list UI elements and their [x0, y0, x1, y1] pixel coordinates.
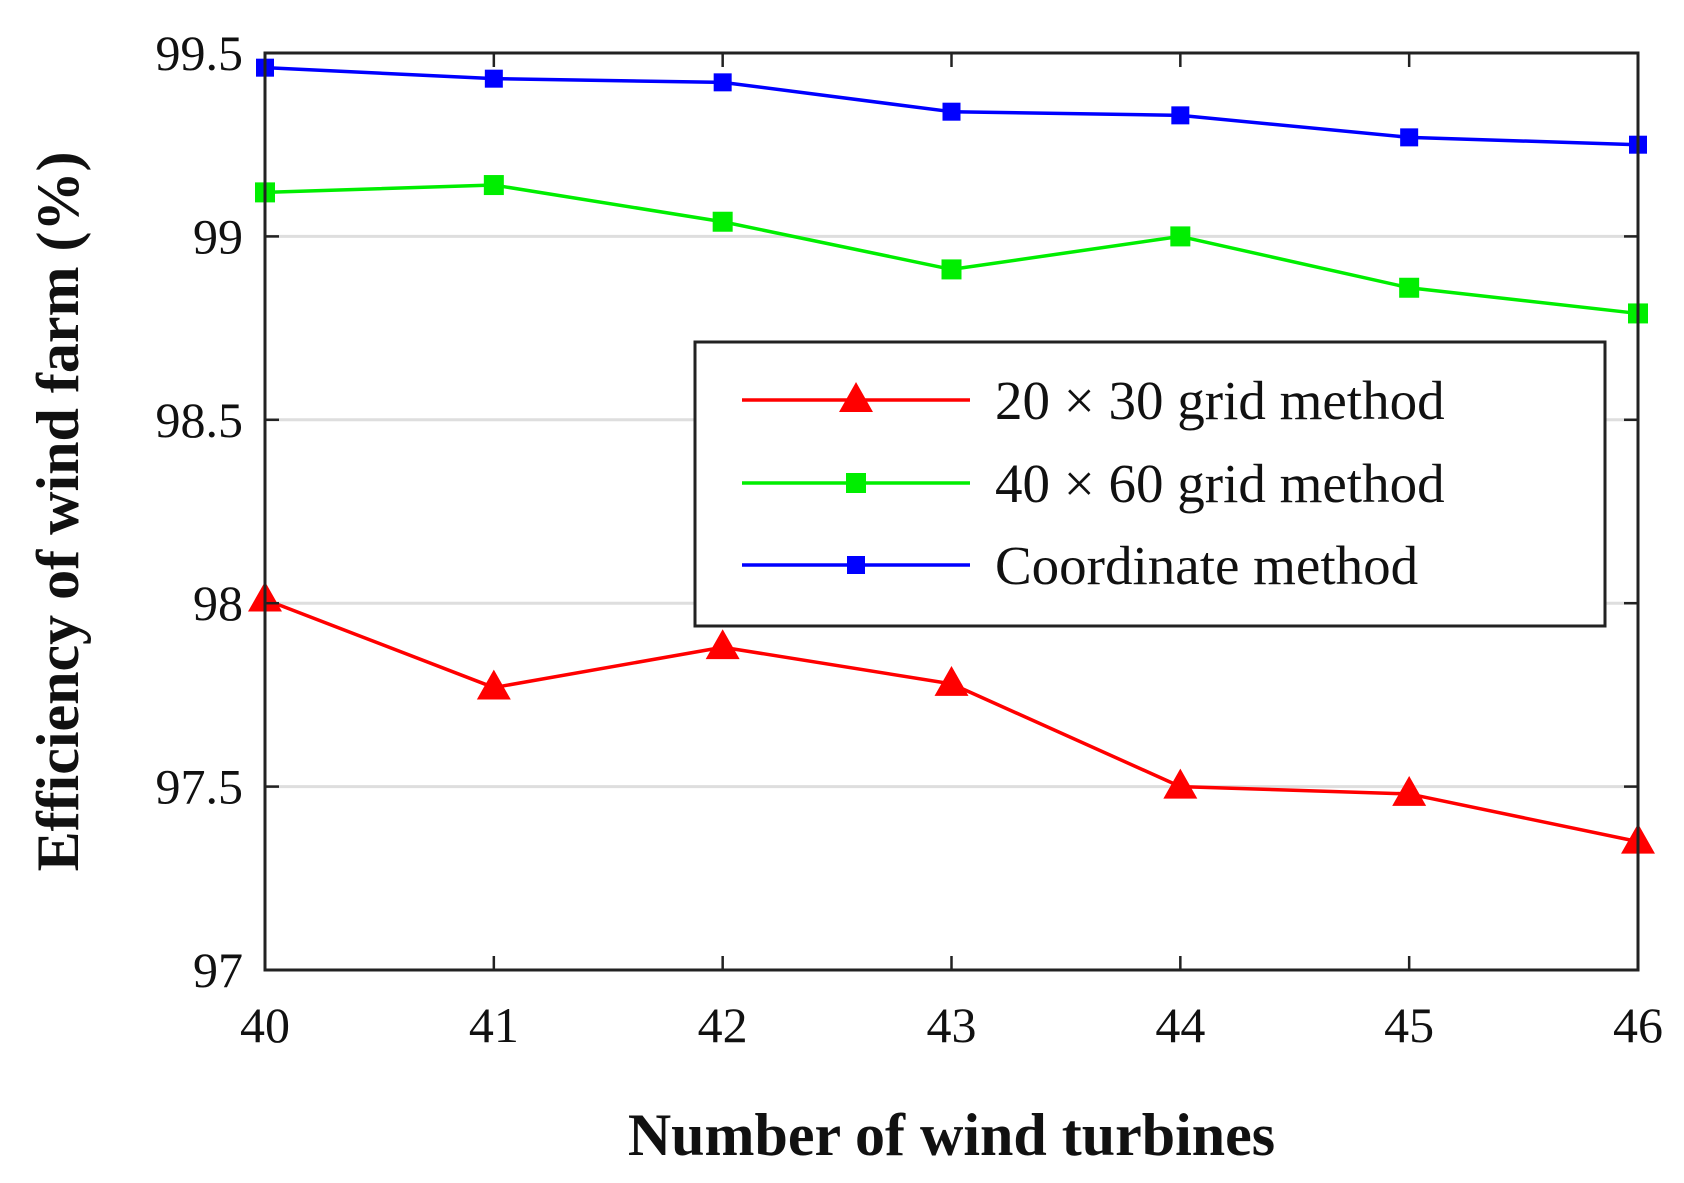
series-layer: [248, 58, 1655, 854]
legend-entry: 20 × 30 grid method: [742, 370, 1445, 431]
data-point: [476, 669, 511, 700]
y-tick-label: 99.5: [156, 25, 244, 81]
data-point: [934, 665, 969, 696]
legend: 20 × 30 grid method 40 × 60 grid method Co…: [693, 340, 1607, 628]
x-axis-title: Number of wind turbines: [628, 1102, 1275, 1168]
legend-marker: [847, 556, 865, 574]
data-point: [1170, 226, 1191, 247]
legend-entry: Coordinate method: [742, 535, 1418, 596]
data-point: [1163, 768, 1198, 799]
legend-label: 40 × 60 grid method: [995, 453, 1445, 514]
data-point: [712, 211, 733, 232]
x-tick-label: 41: [469, 997, 519, 1053]
y-tick-label: 97.5: [156, 759, 244, 815]
series-2: [255, 175, 1648, 324]
data-point: [705, 629, 740, 660]
x-tick-label: 45: [1384, 997, 1434, 1053]
y-tick-label: 99: [193, 208, 243, 264]
data-point: [1171, 106, 1190, 125]
data-point: [1399, 277, 1420, 298]
legend-marker: [839, 382, 873, 412]
data-point: [1400, 128, 1419, 147]
data-point: [941, 259, 962, 280]
data-point: [484, 69, 503, 88]
legend-entry: 40 × 60 grid method: [742, 453, 1445, 514]
y-tick-label: 98.5: [156, 392, 244, 448]
x-tick-label: 40: [240, 997, 290, 1053]
series-3: [256, 58, 1647, 154]
data-point: [942, 102, 961, 121]
x-tick-label: 43: [927, 997, 977, 1053]
legend-marker: [846, 473, 866, 493]
y-axis-title: Efficiency of wind farm (%): [25, 152, 91, 872]
data-point: [713, 73, 732, 92]
axis-ticks: 97 97.5 98 98.5 99 99.5 40 41 42 43 44 45 46: [156, 25, 1664, 1053]
y-tick-label: 98: [193, 575, 243, 631]
data-point: [1392, 775, 1427, 806]
x-tick-label: 42: [698, 997, 748, 1053]
x-tick-label: 46: [1613, 997, 1663, 1053]
legend-label: 20 × 30 grid method: [995, 370, 1445, 431]
x-tick-label: 44: [1155, 997, 1205, 1053]
data-point: [483, 175, 504, 196]
y-tick-label: 97: [193, 942, 243, 998]
legend-label: Coordinate method: [995, 535, 1418, 596]
